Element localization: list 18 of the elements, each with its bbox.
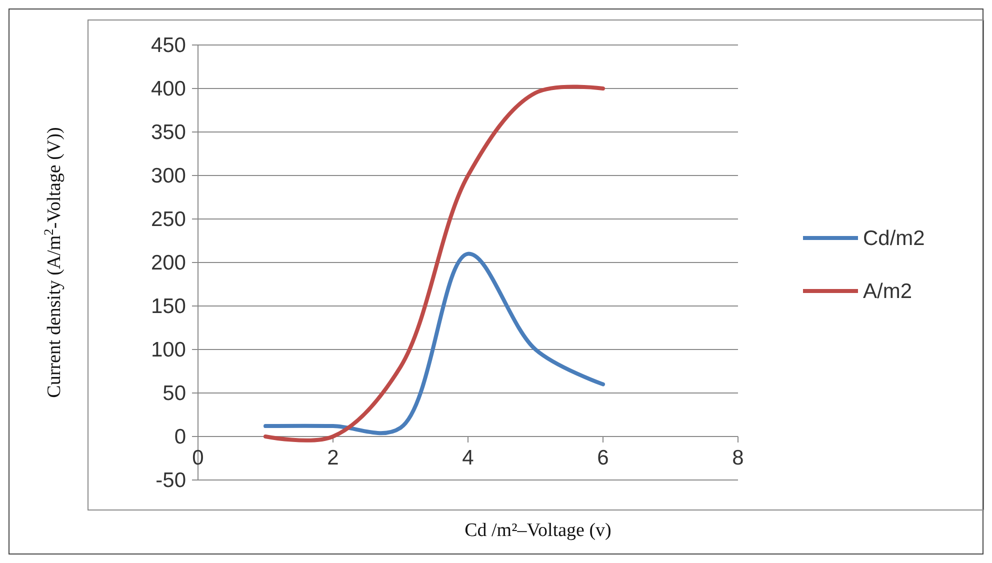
y-tick-label: -50 — [156, 469, 186, 492]
y-tick-label: 350 — [150, 121, 186, 144]
y-tick-label: 450 — [150, 34, 186, 57]
y-tick-label: 150 — [150, 295, 186, 318]
legend-label: Cd/m2 — [863, 227, 925, 250]
x-tick-label: 8 — [732, 446, 744, 470]
y-tick-label: 300 — [150, 164, 186, 188]
y-tick-label: 0 — [174, 426, 186, 448]
x-tick-label: 4 — [462, 446, 474, 470]
x-tick-label: 2 — [327, 446, 339, 470]
y-tick-label: 200 — [150, 252, 186, 274]
y-tick-label: 50 — [162, 382, 186, 405]
y-tick-label: 400 — [150, 78, 186, 100]
y-tick-label: 250 — [150, 208, 186, 231]
legend-label: A/m2 — [863, 280, 912, 303]
x-tick-label: 6 — [597, 446, 609, 470]
x-axis-title: Cd /m²–Voltage (v) — [464, 520, 612, 541]
y-tick-label: 100 — [150, 338, 186, 362]
